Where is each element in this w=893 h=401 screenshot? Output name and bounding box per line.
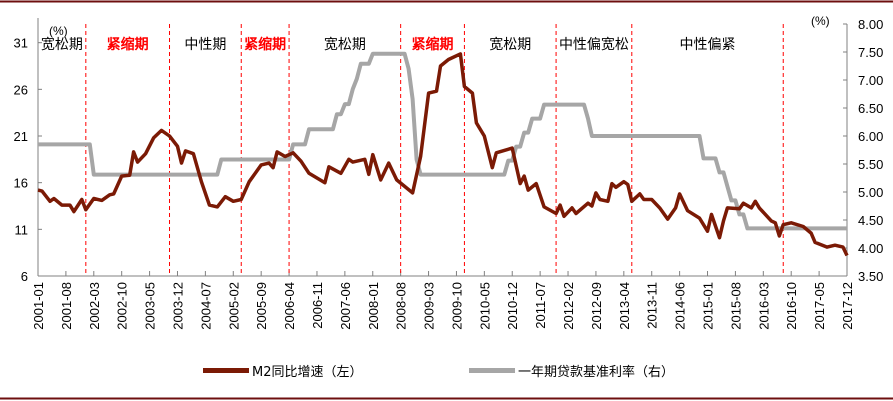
x-axis-tick-label: 2010-05 [477,282,492,330]
x-axis-tick-label: 2015-01 [701,282,716,330]
right-axis-unit: (%) [811,14,830,28]
x-axis-tick-label: 2001-08 [59,282,74,330]
m2-series-line [37,52,849,257]
x-axis-tick-label: 2002-03 [87,282,102,330]
period-label: 宽松期 [489,36,531,53]
period-label: 中性期 [184,37,226,53]
period-label: 中性偏宽松 [559,36,629,53]
x-axis-tick-label: 2014-06 [673,282,688,330]
x-axis-tick-label: 2012-02 [561,282,576,330]
x-axis-tick-label: 2011-07 [533,282,548,329]
left-axis-tick-label: 31 [14,36,28,51]
period-label: 紧缩期 [244,36,286,53]
x-axis-tick-label: 2009-10 [449,282,464,330]
x-axis-tick-label: 2005-09 [254,282,269,330]
x-axis-tick-label: 2013-11 [645,282,660,329]
x-axis-tick-label: 2003-12 [170,282,185,330]
left-axis-tick-label: 21 [14,129,28,144]
x-axis-tick-label: 2016-10 [784,282,799,330]
left-axis-unit: (%) [49,24,68,38]
x-axis-tick-label: 2008-01 [366,282,381,330]
legend-m2-swatch [203,368,249,373]
right-axis-tick-label: 7.00 [858,73,883,88]
right-axis-tick-label: 4.00 [858,241,883,256]
period-label: 紧缩期 [412,36,454,53]
x-axis-tick-label: 2002-10 [115,282,130,330]
x-axis-tick-label: 2003-05 [143,282,158,330]
period-label: 宽松期 [41,36,83,53]
right-axis-tick-label: 6.50 [858,101,883,116]
period-label: 中性偏紧 [680,37,736,53]
legend-m2-label: M2同比增速（左） [252,365,363,380]
x-axis-tick-label: 2004-07 [198,282,213,330]
x-axis-tick-label: 2015-08 [728,282,743,330]
x-axis-tick-label: 2013-04 [617,282,632,330]
period-label: 宽松期 [324,36,366,53]
legend-rate-label: 一年期贷款基准利率（右） [518,365,675,380]
x-axis-tick-label: 2006-11 [310,282,325,329]
x-axis-tick-label: 2001-01 [31,282,46,330]
legend-rate: 一年期贷款基准利率（右） [469,361,674,380]
left-axis-tick-label: 16 [14,176,28,191]
x-axis-tick-label: 2005-02 [226,282,241,330]
right-axis-tick-label: 5.50 [858,157,883,172]
x-axis-tick-label: 2006-04 [282,282,297,330]
x-axis-tick-label: 2009-03 [422,282,437,330]
x-axis-tick-label: 2012-09 [589,282,604,330]
left-axis-tick-label: 11 [15,222,29,237]
period-label: 紧缩期 [107,36,149,53]
left-axis-tick-label: 6 [21,269,28,284]
right-axis-tick-label: 3.50 [858,269,883,284]
legend-rate-swatch [469,368,515,373]
x-axis-tick-label: 2008-08 [394,282,409,330]
x-axis-tick-label: 2016-03 [756,282,771,330]
x-axis-tick-label: 2007-06 [338,282,353,330]
right-axis-tick-label: 4.50 [858,213,883,228]
x-axis-tick-label: 2017-12 [840,282,855,330]
legend-m2: M2同比增速（左） [203,361,363,380]
rate-series-line [38,51,847,231]
right-axis-tick-label: 5.00 [858,185,883,200]
right-axis-tick-label: 8.00 [858,17,883,32]
left-axis-tick-label: 26 [14,82,28,97]
right-axis-tick-label: 6.00 [858,129,883,144]
right-axis-tick-label: 7.50 [858,45,883,60]
x-axis-tick-label: 2010-12 [505,282,520,330]
x-axis-tick-label: 2017-05 [812,282,827,330]
